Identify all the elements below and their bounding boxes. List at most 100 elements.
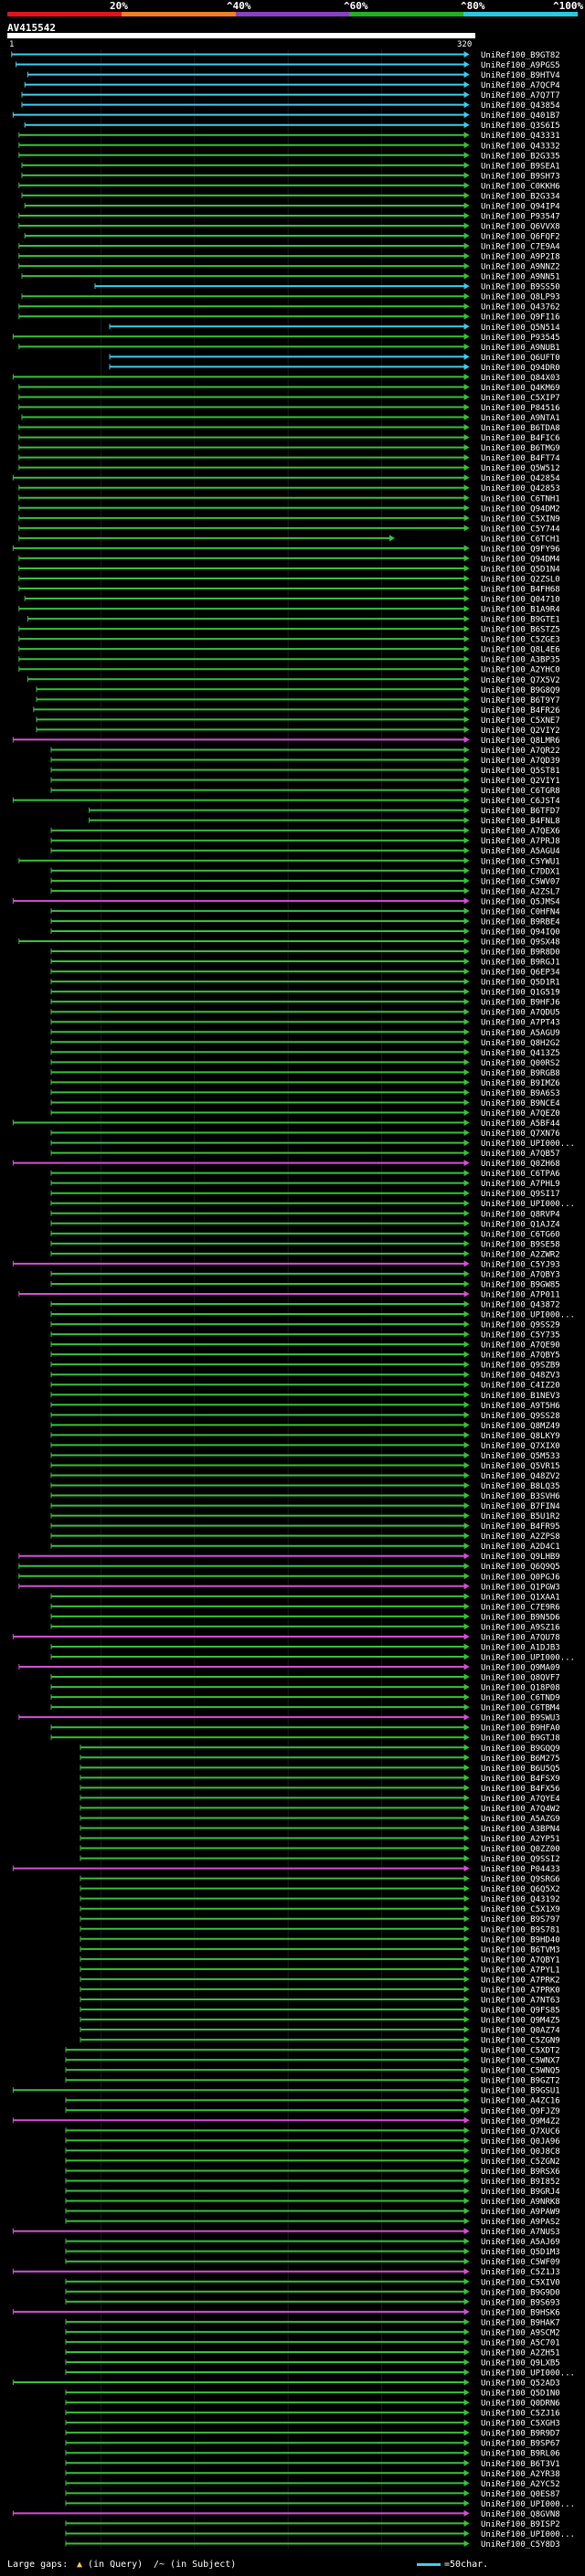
hit-label-link[interactable]: UniRef100_Q8RVP4 [481, 1210, 560, 1219]
hit-row[interactable]: UniRef100_Q8QVF7 [50, 1673, 560, 1683]
hit-row[interactable]: UniRef100_A5AZG9 [80, 1814, 560, 1824]
hit-label-link[interactable]: UniRef100_B9GTJ8 [481, 1734, 560, 1744]
hit-label-link[interactable]: UniRef100_A5BF44 [481, 1119, 560, 1129]
hit-row[interactable]: UniRef100_Q6Q5X2 [80, 1885, 560, 1894]
hit-row[interactable]: UniRef100_Q7XN76 [50, 1129, 560, 1139]
hit-label-link[interactable]: UniRef100_Q9SSI2 [481, 1855, 560, 1864]
hit-label-link[interactable]: UniRef100_A7QCP4 [481, 81, 560, 90]
hit-row[interactable]: UniRef100_B6TDA8 [18, 424, 560, 433]
hit-label-link[interactable]: UniRef100_Q0JA96 [481, 2137, 560, 2147]
hit-label-link[interactable]: UniRef100_Q5D1N4 [481, 565, 560, 574]
hit-label-link[interactable]: UniRef100_B1NEV3 [481, 1392, 560, 1401]
hit-label-link[interactable]: UniRef100_Q6Q9Q5 [481, 1563, 560, 1572]
hit-row[interactable]: UniRef100_Q94IP4 [24, 202, 560, 211]
hit-row[interactable]: UniRef100_Q5W512 [18, 464, 560, 473]
hit-label-link[interactable]: UniRef100_Q9SS29 [481, 1321, 560, 1330]
hit-row[interactable]: UniRef100_Q42853 [18, 484, 560, 493]
hit-label-link[interactable]: UniRef100_Q9LHB9 [481, 1553, 560, 1562]
hit-label-link[interactable]: UniRef100_B5U1R2 [481, 1512, 560, 1521]
hit-row[interactable]: UniRef100_C5ZGN2 [65, 2157, 560, 2167]
hit-label-link[interactable]: UniRef100_C6TCH1 [481, 535, 560, 544]
hit-row[interactable]: UniRef100_B9GQQ9 [80, 1744, 560, 1754]
hit-row[interactable]: UniRef100_C5ZGN9 [80, 2036, 560, 2046]
hit-label-link[interactable]: UniRef100_C6JST4 [481, 797, 560, 806]
hit-row[interactable]: UniRef100_Q0ZZ00 [80, 1845, 560, 1854]
hit-row[interactable]: UniRef100_Q04710 [24, 595, 560, 605]
hit-label-link[interactable]: UniRef100_Q5D1N0 [481, 2390, 560, 2399]
hit-label-link[interactable]: UniRef100_Q2VIY1 [481, 777, 560, 786]
hit-label-link[interactable]: UniRef100_A9NRK8 [481, 2198, 560, 2207]
hit-row[interactable]: UniRef100_A7QR22 [50, 746, 560, 756]
hit-row[interactable]: UniRef100_Q43331 [18, 132, 560, 141]
hit-row[interactable]: UniRef100_A9SCM2 [65, 2328, 560, 2337]
hit-row[interactable]: UniRef100_Q9FS85 [80, 2006, 560, 2015]
hit-label-link[interactable]: UniRef100_Q48ZV2 [481, 1472, 560, 1481]
hit-row[interactable]: UniRef100_B9IMZ6 [50, 1078, 560, 1088]
hit-label-link[interactable]: UniRef100_Q6EP34 [481, 969, 560, 978]
hit-label-link[interactable]: UniRef100_B9R8D0 [481, 949, 560, 958]
hit-label-link[interactable]: UniRef100_B9RGJ1 [481, 959, 560, 968]
hit-label-link[interactable]: UniRef100_Q8LKY9 [481, 1432, 560, 1441]
hit-row[interactable]: UniRef100_A7QCP4 [24, 81, 560, 90]
hit-row[interactable]: UniRef100_A7QEZ0 [50, 1108, 560, 1118]
hit-row[interactable]: UniRef100_C5WNX7 [65, 2056, 560, 2066]
hit-label-link[interactable]: UniRef100_A9NTA1 [481, 414, 560, 423]
hit-label-link[interactable]: UniRef100_C6TGR8 [481, 787, 560, 796]
hit-row[interactable]: UniRef100_Q1G519 [50, 988, 560, 998]
hit-row[interactable]: UniRef100_C6TG60 [50, 1230, 560, 1239]
hit-label-link[interactable]: UniRef100_B6TMG9 [481, 444, 560, 453]
hit-label-link[interactable]: UniRef100_Q9FY96 [481, 545, 560, 554]
hit-row[interactable]: UniRef100_P93545 [12, 333, 560, 343]
hit-label-link[interactable]: UniRef100_Q7XN76 [481, 1129, 560, 1139]
hit-label-link[interactable]: UniRef100_Q6Q5X2 [481, 1885, 560, 1894]
hit-row[interactable]: UniRef100_Q6Q9Q5 [18, 1563, 560, 1572]
hit-row[interactable]: UniRef100_A2YP51 [80, 1835, 560, 1844]
hit-row[interactable]: UniRef100_C6TCH1 [18, 535, 560, 544]
hit-row[interactable]: UniRef100_A2ZSL7 [50, 887, 560, 896]
hit-row[interactable]: UniRef100_A5AGU9 [50, 1028, 560, 1038]
hit-row[interactable]: UniRef100_B9GW85 [50, 1280, 560, 1289]
hit-row[interactable]: UniRef100_A7QBY3 [50, 1270, 560, 1279]
hit-row[interactable]: UniRef100_C5Z1J3 [12, 2268, 560, 2277]
hit-label-link[interactable]: UniRef100_A5AZG9 [481, 1815, 560, 1824]
hit-row[interactable]: UniRef100_Q00RS2 [50, 1058, 560, 1068]
hit-row[interactable]: UniRef100_A9T5H6 [50, 1401, 560, 1411]
hit-row[interactable]: UniRef100_A7QBY5 [50, 1351, 560, 1361]
hit-row[interactable]: UniRef100_B9GSU1 [12, 2086, 560, 2096]
hit-row[interactable]: UniRef100_A7QU78 [12, 1633, 560, 1642]
hit-label-link[interactable]: UniRef100_B4FT74 [481, 454, 560, 463]
hit-label-link[interactable]: UniRef100_C0KKH6 [481, 182, 560, 191]
hit-row[interactable]: UniRef100_Q7X5V2 [27, 675, 560, 685]
hit-row[interactable]: UniRef100_A7PRK0 [80, 1986, 560, 1995]
hit-row[interactable]: UniRef100_Q5D1N4 [18, 565, 560, 574]
hit-row[interactable]: UniRef100_B9N5D6 [50, 1613, 560, 1622]
hit-row[interactable]: UniRef100_B8LQ35 [50, 1482, 560, 1491]
hit-label-link[interactable]: UniRef100_C6TPA6 [481, 1170, 560, 1179]
hit-row[interactable]: UniRef100_A3BP35 [18, 655, 560, 665]
hit-row[interactable]: UniRef100_B4FR26 [33, 705, 560, 716]
hit-label-link[interactable]: UniRef100_A9SZ16 [481, 1623, 560, 1632]
hit-label-link[interactable]: UniRef100_UPI000... [481, 2530, 575, 2539]
hit-label-link[interactable]: UniRef100_B9HSK6 [481, 2308, 560, 2317]
hit-label-link[interactable]: UniRef100_Q8H2G2 [481, 1039, 560, 1048]
hit-label-link[interactable]: UniRef100_B9A6S3 [481, 1089, 560, 1098]
hit-row[interactable]: UniRef100_B9I852 [65, 2177, 560, 2187]
hit-row[interactable]: UniRef100_Q43872 [50, 1300, 560, 1310]
hit-label-link[interactable]: UniRef100_Q00RS2 [481, 1059, 560, 1068]
hit-label-link[interactable]: UniRef100_C5WV07 [481, 877, 560, 886]
hit-row[interactable]: UniRef100_Q43762 [18, 302, 560, 313]
hit-row[interactable]: UniRef100_B6STZ5 [18, 625, 560, 635]
hit-row[interactable]: UniRef100_Q94DM2 [18, 504, 560, 514]
hit-row[interactable]: UniRef100_Q0J8C8 [65, 2147, 560, 2157]
hit-row[interactable]: UniRef100_Q9SSI2 [80, 1855, 560, 1864]
hit-label-link[interactable]: UniRef100_C7DDX1 [481, 867, 560, 876]
hit-label-link[interactable]: UniRef100_A2YP51 [481, 1835, 560, 1844]
hit-row[interactable]: UniRef100_C5Y744 [18, 525, 560, 534]
hit-row[interactable]: UniRef100_Q8MZ49 [50, 1421, 560, 1431]
hit-row[interactable]: UniRef100_B1NEV3 [50, 1391, 560, 1401]
hit-row[interactable]: UniRef100_Q5JMS4 [12, 897, 560, 906]
hit-row[interactable]: UniRef100_Q2VIY2 [36, 726, 560, 736]
hit-row[interactable]: UniRef100_B9HAK7 [65, 2318, 560, 2327]
hit-label-link[interactable]: UniRef100_Q94DM2 [481, 504, 560, 514]
hit-row[interactable]: UniRef100_Q6FQF2 [24, 232, 560, 242]
